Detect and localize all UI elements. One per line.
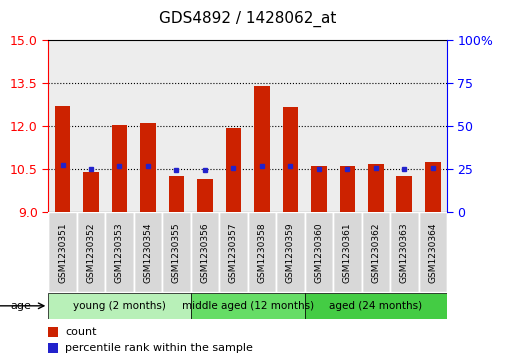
- Bar: [276, 212, 305, 292]
- Bar: [48, 212, 77, 292]
- Bar: [77, 40, 105, 212]
- Bar: [219, 212, 247, 292]
- Bar: [396, 176, 412, 212]
- Text: count: count: [65, 327, 97, 337]
- Text: GSM1230363: GSM1230363: [400, 222, 409, 283]
- Bar: [190, 293, 305, 319]
- Bar: [305, 212, 333, 292]
- Text: GSM1230357: GSM1230357: [229, 222, 238, 283]
- Text: GSM1230358: GSM1230358: [258, 222, 266, 283]
- Bar: [276, 40, 305, 212]
- Bar: [305, 40, 333, 212]
- Text: middle aged (12 months): middle aged (12 months): [181, 301, 314, 311]
- Bar: [425, 162, 440, 212]
- Bar: [419, 212, 447, 292]
- Bar: [48, 293, 190, 319]
- Bar: [55, 106, 70, 212]
- Bar: [134, 40, 162, 212]
- Bar: [112, 125, 128, 212]
- Text: GDS4892 / 1428062_at: GDS4892 / 1428062_at: [159, 11, 336, 27]
- Text: GSM1230360: GSM1230360: [314, 222, 324, 283]
- Text: aged (24 months): aged (24 months): [329, 301, 422, 311]
- Text: GSM1230362: GSM1230362: [371, 222, 380, 282]
- Bar: [197, 179, 213, 212]
- Bar: [169, 176, 184, 212]
- Text: age: age: [10, 301, 31, 311]
- Bar: [254, 86, 270, 212]
- Text: GSM1230352: GSM1230352: [86, 222, 96, 282]
- Bar: [48, 327, 58, 337]
- Bar: [105, 212, 134, 292]
- Bar: [226, 127, 241, 212]
- Bar: [390, 40, 419, 212]
- Text: GSM1230359: GSM1230359: [286, 222, 295, 283]
- Bar: [362, 40, 390, 212]
- Bar: [247, 212, 276, 292]
- Bar: [190, 40, 219, 212]
- Bar: [339, 166, 355, 212]
- Bar: [282, 107, 298, 212]
- Bar: [333, 40, 362, 212]
- Text: GSM1230355: GSM1230355: [172, 222, 181, 283]
- Bar: [105, 40, 134, 212]
- Bar: [419, 40, 447, 212]
- Bar: [162, 212, 190, 292]
- Bar: [134, 212, 162, 292]
- Bar: [48, 40, 77, 212]
- Text: GSM1230356: GSM1230356: [201, 222, 209, 283]
- Text: GSM1230361: GSM1230361: [343, 222, 352, 283]
- Bar: [247, 40, 276, 212]
- Bar: [368, 163, 384, 212]
- Text: GSM1230353: GSM1230353: [115, 222, 124, 283]
- Text: GSM1230364: GSM1230364: [428, 222, 437, 282]
- Bar: [305, 293, 447, 319]
- Bar: [83, 172, 99, 212]
- Bar: [162, 40, 190, 212]
- Text: percentile rank within the sample: percentile rank within the sample: [65, 343, 253, 353]
- Bar: [362, 212, 390, 292]
- Bar: [390, 212, 419, 292]
- Bar: [140, 123, 156, 212]
- Text: GSM1230351: GSM1230351: [58, 222, 67, 283]
- Bar: [219, 40, 247, 212]
- Bar: [77, 212, 105, 292]
- Bar: [190, 212, 219, 292]
- Text: GSM1230354: GSM1230354: [143, 222, 152, 282]
- Bar: [48, 343, 58, 353]
- Bar: [333, 212, 362, 292]
- Text: young (2 months): young (2 months): [73, 301, 166, 311]
- Bar: [311, 166, 327, 212]
